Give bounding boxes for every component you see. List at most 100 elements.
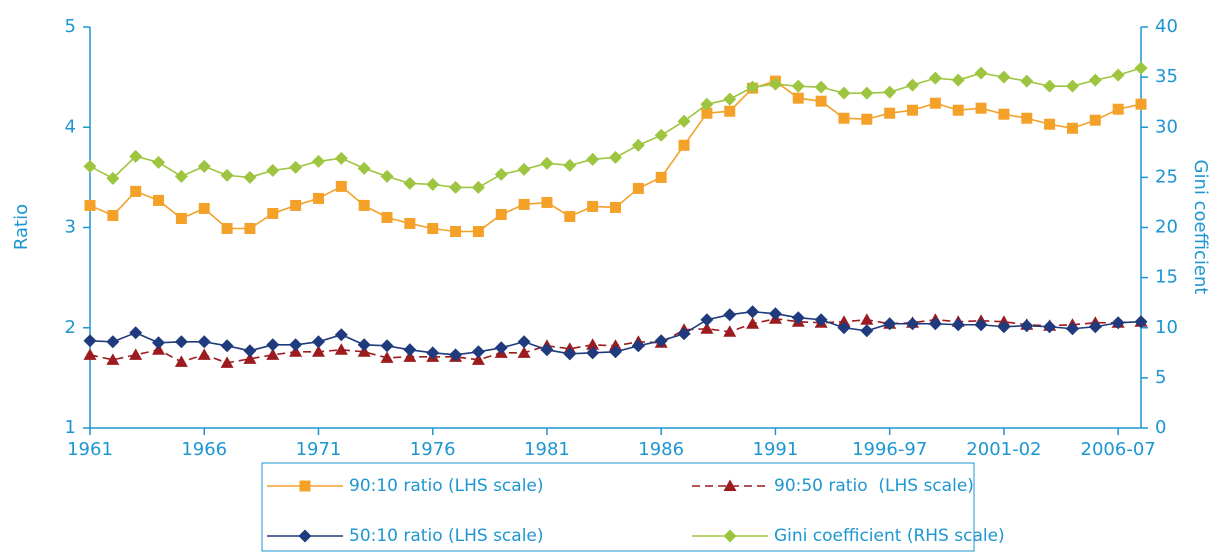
marker (1111, 68, 1125, 82)
marker (907, 104, 919, 116)
marker (471, 180, 485, 194)
marker (289, 160, 303, 174)
marker (517, 346, 531, 358)
marker (403, 176, 417, 190)
marker (449, 348, 463, 362)
marker (243, 170, 257, 184)
marker (174, 355, 188, 367)
marker (426, 177, 440, 191)
marker (723, 479, 737, 491)
marker (266, 348, 280, 360)
marker (334, 151, 348, 165)
marker (1135, 98, 1147, 110)
marker (906, 317, 920, 331)
marker (220, 168, 234, 182)
marker (724, 105, 736, 117)
marker (677, 327, 691, 341)
marker (426, 346, 440, 360)
marker (267, 207, 279, 219)
marker (540, 343, 554, 357)
y2-tick-label: 30 (1155, 116, 1178, 137)
marker (654, 334, 668, 348)
marker (221, 223, 233, 235)
marker (860, 313, 874, 325)
marker (815, 95, 827, 107)
marker (517, 335, 531, 349)
y2-tick-label: 0 (1155, 417, 1166, 438)
x-tick-label: 2006-07 (1081, 439, 1156, 460)
marker (906, 78, 920, 92)
marker (928, 317, 942, 331)
marker (951, 73, 965, 87)
x-tick-label: 2001-02 (966, 439, 1041, 460)
marker (244, 223, 256, 235)
y2-tick-label: 20 (1155, 217, 1178, 238)
marker (609, 345, 622, 359)
marker (746, 305, 760, 319)
y-tick-label: 4 (65, 116, 76, 137)
marker (951, 318, 965, 332)
x-tick-label: 1976 (410, 439, 456, 460)
marker (174, 335, 188, 349)
marker (380, 339, 394, 353)
marker (1020, 74, 1034, 88)
marker (746, 80, 760, 94)
marker (357, 338, 371, 352)
marker (472, 226, 484, 238)
marker (541, 196, 553, 208)
marker (837, 315, 851, 327)
marker (335, 180, 347, 192)
marker (563, 347, 577, 361)
marker (83, 334, 97, 348)
marker (130, 185, 142, 197)
marker (814, 313, 828, 327)
marker (107, 209, 119, 221)
marker (586, 338, 600, 350)
marker (243, 344, 257, 358)
marker (311, 154, 325, 168)
marker (290, 199, 302, 211)
marker (1134, 61, 1148, 75)
marker (129, 348, 143, 360)
legend-label: 90:10 ratio (LHS scale) (349, 476, 544, 496)
y-tick-label: 1 (65, 417, 76, 438)
marker (153, 194, 165, 206)
marker (518, 198, 530, 210)
marker (609, 339, 622, 351)
marker (838, 112, 850, 124)
marker (311, 345, 325, 357)
y-tick-label: 5 (65, 16, 76, 37)
marker (129, 326, 143, 340)
marker (700, 322, 714, 334)
marker (974, 66, 988, 80)
marker (768, 77, 782, 91)
marker (791, 79, 805, 93)
y2-tick-label: 25 (1155, 166, 1178, 187)
marker (83, 348, 97, 360)
x-tick-label: 1971 (296, 439, 342, 460)
marker (586, 152, 600, 166)
marker (997, 320, 1011, 334)
marker (1066, 122, 1078, 134)
marker (952, 104, 964, 116)
marker (403, 343, 417, 357)
y-tick-label: 3 (65, 217, 76, 238)
marker (700, 313, 714, 327)
marker (334, 328, 348, 342)
marker (427, 223, 439, 235)
marker (220, 356, 234, 368)
marker (768, 307, 782, 321)
marker (1020, 319, 1034, 333)
marker (723, 92, 737, 106)
y2-axis-label: Gini coefficient (1190, 160, 1211, 295)
marker (450, 226, 462, 238)
marker (631, 138, 645, 152)
legend-label: Gini coefficient (RHS scale) (774, 526, 1005, 546)
marker (1044, 118, 1056, 130)
marker (334, 343, 348, 355)
marker (837, 86, 851, 100)
y-tick-label: 2 (65, 317, 76, 338)
marker (380, 169, 394, 183)
marker (631, 339, 645, 353)
marker (723, 308, 737, 322)
